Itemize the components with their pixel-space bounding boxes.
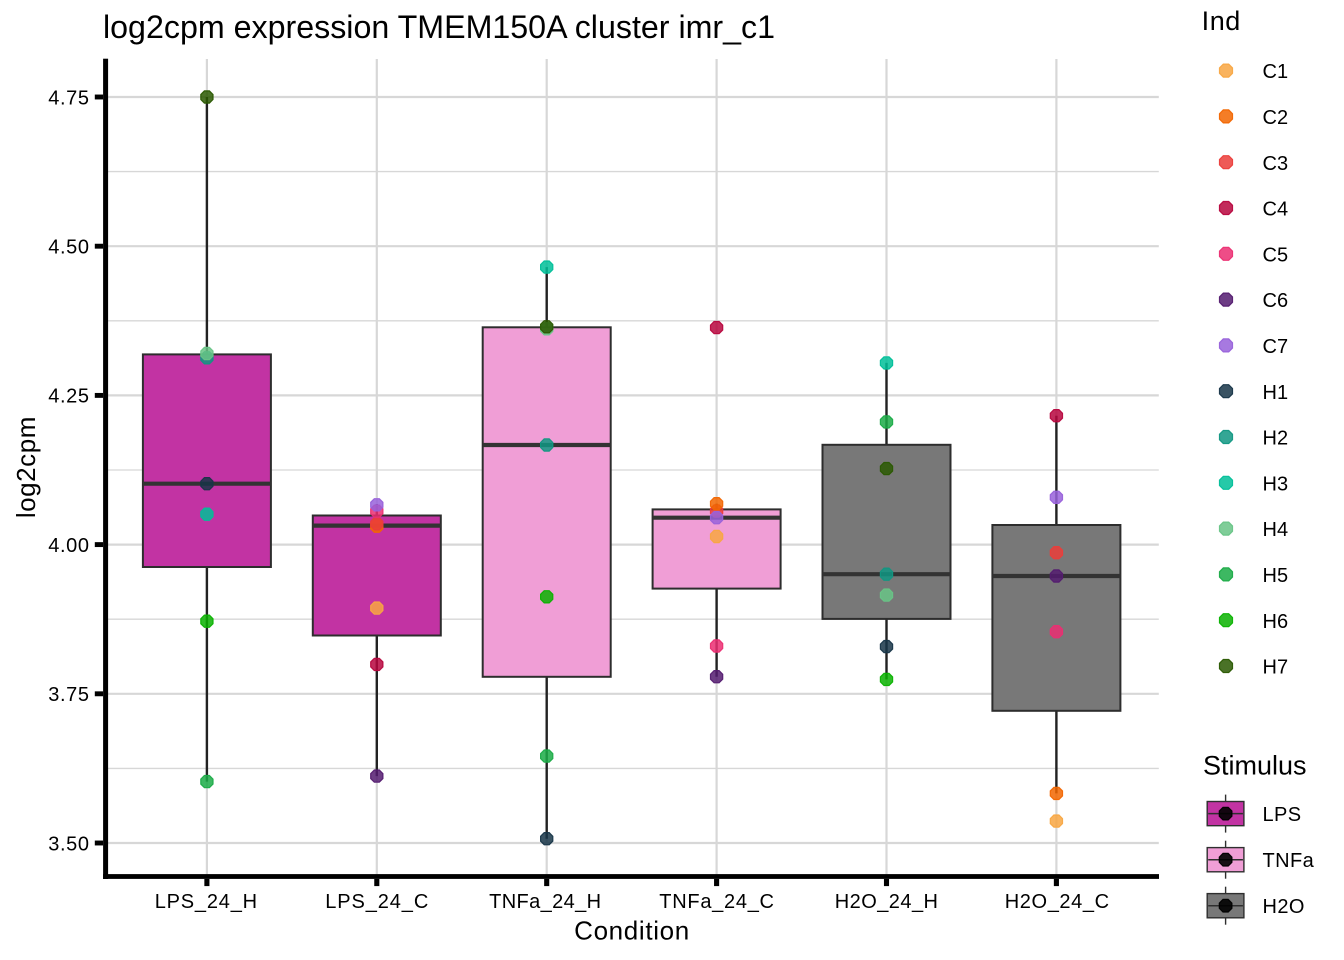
svg-text:H5: H5: [1263, 565, 1289, 587]
svg-text:H2O: H2O: [1263, 896, 1305, 918]
svg-text:C1: C1: [1263, 61, 1289, 83]
svg-text:LPS: LPS: [1263, 804, 1302, 826]
svg-text:H2O_24_H: H2O_24_H: [835, 891, 939, 913]
svg-text:4.50: 4.50: [48, 237, 89, 259]
svg-text:4.00: 4.00: [48, 535, 89, 557]
svg-text:H3: H3: [1263, 473, 1289, 495]
svg-text:C7: C7: [1263, 336, 1289, 358]
svg-text:TNFa_24_C: TNFa_24_C: [659, 891, 774, 913]
svg-text:H2O_24_C: H2O_24_C: [1005, 891, 1110, 913]
svg-text:log2cpm: log2cpm: [11, 416, 41, 518]
svg-text:C5: C5: [1263, 244, 1289, 266]
svg-text:C6: C6: [1263, 290, 1289, 312]
svg-text:4.25: 4.25: [48, 386, 89, 408]
svg-text:3.75: 3.75: [48, 684, 89, 706]
svg-text:Condition: Condition: [574, 916, 690, 946]
svg-text:4.75: 4.75: [48, 87, 89, 109]
svg-text:C4: C4: [1263, 199, 1289, 221]
svg-text:H1: H1: [1263, 382, 1289, 404]
svg-text:H2: H2: [1263, 428, 1289, 450]
svg-text:H7: H7: [1263, 657, 1289, 679]
svg-text:H4: H4: [1263, 519, 1289, 541]
svg-text:3.50: 3.50: [48, 833, 89, 855]
svg-text:TNFa: TNFa: [1263, 850, 1315, 872]
svg-text:log2cpm expression TMEM150A cl: log2cpm expression TMEM150A cluster imr_…: [103, 9, 775, 45]
svg-text:C2: C2: [1263, 107, 1289, 129]
svg-text:TNFa_24_H: TNFa_24_H: [489, 891, 601, 913]
svg-text:Ind: Ind: [1202, 6, 1241, 36]
svg-text:Stimulus: Stimulus: [1203, 750, 1307, 780]
svg-text:C3: C3: [1263, 153, 1289, 175]
svg-text:LPS_24_C: LPS_24_C: [325, 891, 429, 913]
svg-text:LPS_24_H: LPS_24_H: [155, 891, 258, 913]
svg-text:H6: H6: [1263, 611, 1289, 633]
